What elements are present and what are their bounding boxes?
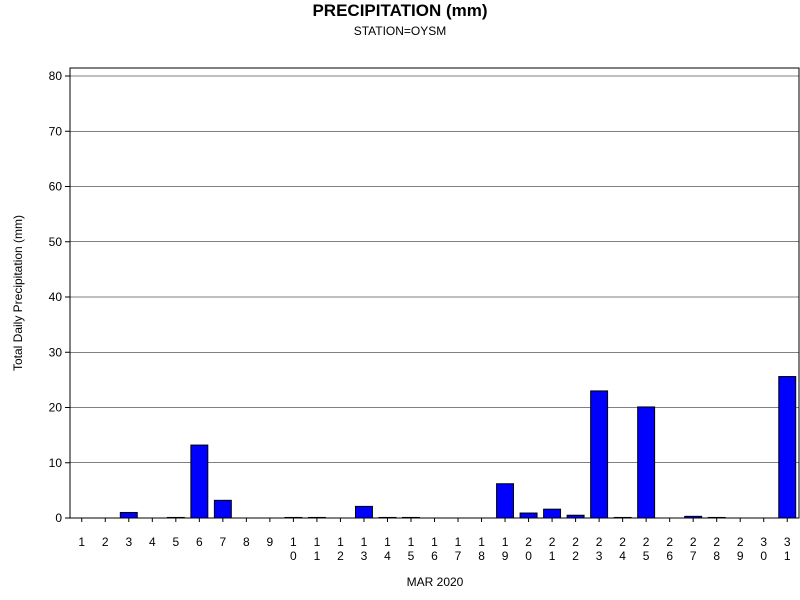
x-tick-label: 7 <box>220 535 227 549</box>
y-tick-label: 50 <box>49 235 63 249</box>
x-tick-label: 2 <box>102 535 109 549</box>
x-tick-label: 1 <box>78 535 85 549</box>
y-tick-label: 70 <box>49 124 63 138</box>
y-axis: 0 10 20 30 40 50 60 70 80 <box>49 69 70 525</box>
grid-lines <box>70 75 799 463</box>
chart-subtitle: STATION=OYSM <box>353 24 447 38</box>
bar <box>637 406 656 519</box>
bar <box>519 512 538 519</box>
x-tick-label: 5 <box>172 535 179 549</box>
bar <box>354 505 373 519</box>
chart-title: PRECIPITATION (mm) <box>312 1 488 20</box>
x-axis: 1 2 3 4 5 6 7 8 9 1 01 11 21 31 41 51 61 71 81 92 02 12 22 32 42… <box>78 518 791 563</box>
bar <box>543 508 562 519</box>
y-tick-label: 10 <box>49 456 63 470</box>
y-tick-label: 30 <box>49 345 63 359</box>
bars <box>119 376 797 519</box>
bar <box>778 376 797 519</box>
y-tick-label: 80 <box>49 69 63 83</box>
y-axis-label: Total Daily Precipitation (mm) <box>11 215 25 371</box>
x-tick-label: 4 <box>149 535 156 549</box>
y-tick-label: 60 <box>49 180 63 194</box>
bar <box>213 499 232 519</box>
bar <box>496 483 515 519</box>
bar <box>190 444 209 519</box>
plot-frame <box>69 67 800 519</box>
x-tick-label: 3 <box>125 535 132 549</box>
bar <box>119 511 138 519</box>
bar <box>590 390 609 519</box>
x-tick-label: 8 <box>243 535 250 549</box>
x-tick-label: 9 <box>267 535 274 549</box>
x-axis-label: MAR 2020 <box>407 575 464 589</box>
x-tick-label: 6 <box>196 535 203 549</box>
y-tick-label: 0 <box>55 511 62 525</box>
y-tick-label: 40 <box>49 290 63 304</box>
y-tick-label: 20 <box>49 401 63 415</box>
